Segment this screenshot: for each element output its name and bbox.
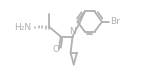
Text: O: O (53, 45, 60, 54)
Text: N: N (69, 27, 76, 36)
Text: H₂N: H₂N (14, 23, 31, 32)
Text: Br: Br (110, 17, 120, 26)
